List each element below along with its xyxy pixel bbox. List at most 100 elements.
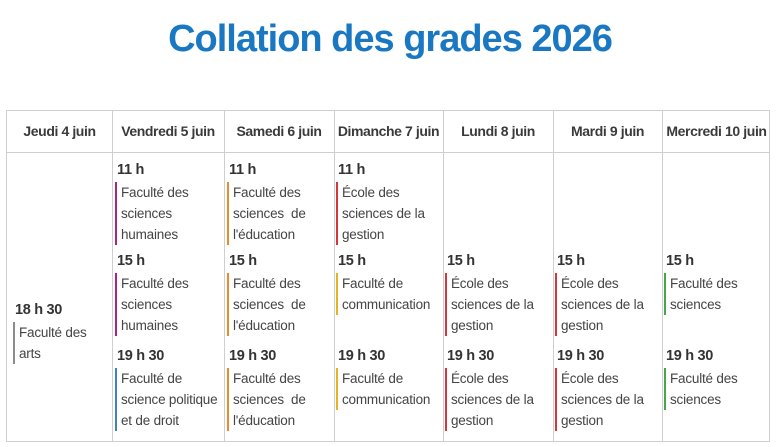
event-faculty-line: gestion [561,318,604,333]
event-faculty: Faculté de science politique et de droit [115,368,218,431]
event-faculty-line: l'éducation [233,227,295,242]
day-header-vendredi: Vendredi 5 juin [121,123,215,139]
column-divider [334,111,335,441]
day-header-dimanche: Dimanche 7 juin [337,123,440,139]
day-header-mercredi: Mercredi 10 juin [666,123,767,139]
event-faculty-line: Faculté des [233,276,301,291]
event-faculty-line: sciences de la [451,392,534,407]
event-time: 15 h [666,253,694,269]
event-faculty-line: l'éducation [233,318,295,333]
event-faculty-line: Faculté des [233,371,301,386]
event-faculty-line: Faculté de [342,371,404,386]
event-time: 19 h 30 [229,348,277,364]
event-faculty: École des sciences de la gestion [445,273,534,336]
event-entry: 15 h Faculté des sciences humaines [115,253,189,336]
event-faculty-line: sciences de la [451,297,534,312]
event-faculty-line: gestion [451,413,494,428]
event-time: 15 h [338,253,366,269]
event-faculty-line: communication [342,392,431,407]
header-row [7,111,769,153]
event-time: 15 h [117,253,145,269]
event-faculty: École des sciences de la gestion [445,368,534,431]
event-faculty-line: Faculté de [342,276,404,291]
column-divider [662,111,663,441]
column-divider [224,111,225,441]
event-time: 19 h 30 [666,348,714,364]
event-faculty-line: sciences de [233,297,306,312]
event-faculty: École des sciences de la gestion [555,368,644,431]
day-header-mardi: Mardi 9 juin [571,123,644,139]
event-faculty-line: gestion [561,413,604,428]
event-entry: 15 h Faculté des sciences de l'éducation [227,253,306,336]
event-faculty-line: Faculté des [670,371,738,386]
column-divider [443,111,444,441]
event-faculty: École des sciences de la gestion [336,182,425,245]
event-faculty-line: humaines [121,227,178,242]
event-faculty-line: École des [561,276,619,291]
event-faculty-line: sciences [121,206,172,221]
event-faculty-line: et de droit [121,413,179,428]
event-faculty-line: Faculté des [19,325,87,340]
event-faculty: Faculté des arts [13,322,87,364]
event-faculty-line: sciences de la [561,297,644,312]
event-entry: 15 h École des sciences de la gestion [445,253,534,336]
event-faculty: Faculté de communication [336,368,430,410]
event-time: 19 h 30 [117,348,165,364]
event-faculty: École des sciences de la gestion [555,273,644,336]
event-entry: 15 h Faculté des sciences [664,253,738,315]
event-faculty-line: sciences de [233,206,306,221]
event-entry: 11 h École des sciences de la gestion [336,162,425,245]
event-faculty-line: gestion [451,318,494,333]
event-faculty-line: sciences [670,392,721,407]
event-time: 18 h 30 [15,302,63,318]
event-time: 19 h 30 [447,348,495,364]
event-faculty-line: sciences [670,297,721,312]
event-faculty-line: Faculté des [233,185,301,200]
event-time: 19 h 30 [557,348,605,364]
event-faculty: Faculté des sciences humaines [115,273,189,336]
event-faculty-line: sciences [121,297,172,312]
day-header-jeudi: Jeudi 4 juin [23,123,96,139]
event-faculty-line: sciences de la [342,206,425,221]
event-entry: 19 h 30 Faculté des sciences [664,348,738,410]
event-faculty-line: arts [19,346,41,361]
event-faculty: Faculté des sciences de l'éducation [227,368,306,431]
event-entry: 15 h Faculté de communication [336,253,430,315]
event-faculty-line: Faculté des [670,276,738,291]
event-entry: 19 h 30 Faculté des sciences de l'éducat… [227,348,306,431]
event-time: 19 h 30 [338,348,386,364]
event-faculty: Faculté des sciences humaines [115,182,189,245]
event-faculty: Faculté des sciences [664,368,738,410]
event-faculty: Faculté des sciences de l'éducation [227,182,306,245]
page-title: Collation des grades 2026 [168,18,613,60]
event-faculty-line: sciences de [233,392,306,407]
event-time: 15 h [447,253,475,269]
event-faculty: Faculté des sciences de l'éducation [227,273,306,336]
event-entry: 19 h 30 École des sciences de la gestion [555,348,644,431]
event-faculty-line: Faculté des [121,185,189,200]
day-header-samedi: Samedi 6 juin [236,123,322,139]
event-entry: 19 h 30 Faculté de communication [336,348,430,410]
event-entry: 19 h 30 Faculté de science politique et … [115,348,218,431]
event-entry: 18 h 30 Faculté des arts [13,302,87,364]
event-entry: 11 h Faculté des sciences de l'éducation [227,162,306,245]
event-time: 15 h [229,253,257,269]
event-faculty-line: École des [451,371,509,386]
event-time: 11 h [338,162,366,178]
day-header-lundi: Lundi 8 juin [461,123,535,139]
event-faculty-line: humaines [121,318,178,333]
event-faculty: Faculté des sciences [664,273,738,315]
event-faculty-line: École des [451,276,509,291]
event-entry: 11 h Faculté des sciences humaines [115,162,189,245]
event-time: 11 h [229,162,257,178]
event-entry: 19 h 30 École des sciences de la gestion [445,348,534,431]
event-entry: 15 h École des sciences de la gestion [555,253,644,336]
event-faculty-line: École des [561,371,619,386]
event-faculty-line: l'éducation [233,413,295,428]
column-divider [112,111,113,441]
event-faculty-line: communication [342,297,431,312]
event-faculty-line: École des [342,185,400,200]
event-faculty-line: gestion [342,227,385,242]
event-time: 15 h [557,253,585,269]
event-faculty-line: sciences de la [561,392,644,407]
